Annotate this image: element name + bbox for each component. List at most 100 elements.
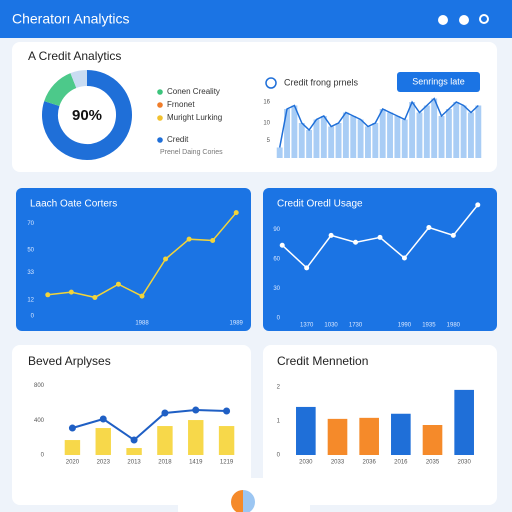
x-tick-label: 2018 <box>158 460 172 466</box>
point <box>186 236 192 242</box>
x-tick-label: 2035 <box>426 460 440 466</box>
point <box>139 293 145 299</box>
point <box>45 292 51 298</box>
point <box>210 237 216 243</box>
y-tick-label: 0 <box>277 316 281 322</box>
y-tick-label: 70 <box>27 221 34 227</box>
panel <box>263 345 497 505</box>
donut-segment <box>70 70 88 89</box>
bar <box>438 116 445 158</box>
line <box>72 408 227 442</box>
bar <box>306 130 313 158</box>
bar <box>342 112 349 158</box>
x-tick-label: 1730 <box>349 323 363 329</box>
icon-button[interactable] <box>438 15 448 25</box>
bar <box>157 426 173 455</box>
panel-title: Credit Oredl Usage <box>277 199 363 210</box>
app-title: Cheratorı Analytics <box>12 11 130 27</box>
x-tick-label: 1030 <box>324 323 338 329</box>
bar <box>188 420 204 455</box>
y-tick-label: 60 <box>273 257 280 263</box>
bar <box>453 102 460 158</box>
legend-label: Frnonet <box>167 100 195 109</box>
point <box>475 202 481 208</box>
bar <box>95 428 111 455</box>
bar <box>409 102 416 158</box>
donut-segment <box>44 73 77 107</box>
bar <box>328 126 335 158</box>
panel-title: A Credit Analytics <box>28 49 121 63</box>
bar <box>401 119 408 158</box>
point <box>401 255 407 261</box>
point <box>304 265 310 271</box>
x-tick-label: 1219 <box>220 460 234 466</box>
point <box>99 415 107 423</box>
point <box>450 232 456 238</box>
bar <box>296 406 316 455</box>
x-tick-label: 1935 <box>422 323 436 329</box>
bar <box>422 425 443 455</box>
panel <box>16 188 251 331</box>
legend-swatch <box>157 102 163 108</box>
point <box>161 409 169 417</box>
settings-button[interactable] <box>397 72 480 92</box>
x-tick-label: 1419 <box>189 460 203 466</box>
bar <box>445 109 452 158</box>
x-tick-label: 2023 <box>97 460 111 466</box>
y-tick-label: 10 <box>263 121 270 127</box>
search-icon[interactable] <box>479 14 489 24</box>
legend-swatch <box>157 89 163 95</box>
legend-label: Credit <box>167 135 189 144</box>
legend-swatch <box>157 137 163 143</box>
y-tick-label: 800 <box>34 383 45 389</box>
button-label[interactable]: Senrings late <box>412 76 465 86</box>
point <box>68 289 74 295</box>
y-tick-label: 33 <box>27 270 34 276</box>
x-tick-label: 2013 <box>127 460 141 466</box>
bar <box>276 147 283 158</box>
x-tick-label: 1990 <box>398 323 412 329</box>
x-tick-label: 1989 <box>230 321 244 327</box>
y-tick-label: 90 <box>273 227 280 233</box>
x-tick-label: 2016 <box>394 460 408 466</box>
bar <box>357 119 364 158</box>
y-tick-label: 0 <box>277 453 281 459</box>
x-tick-label: 1988 <box>135 321 149 327</box>
y-tick-label: 50 <box>27 247 34 253</box>
panel <box>263 188 497 331</box>
bar <box>416 112 423 158</box>
bar <box>327 418 348 455</box>
x-tick-label: 2033 <box>331 460 345 466</box>
icon <box>265 77 277 89</box>
bar <box>320 116 327 158</box>
y-tick-label: 0 <box>31 314 35 320</box>
y-tick-label: 5 <box>267 138 271 144</box>
legend-swatch <box>157 115 163 121</box>
point <box>426 225 432 231</box>
panel-title: Beved Arplyses <box>28 354 111 368</box>
panel-title: Credit Mennetion <box>277 354 368 368</box>
y-tick-label: 16 <box>263 100 270 106</box>
bar <box>372 123 379 158</box>
point <box>353 239 359 245</box>
bar <box>284 109 290 158</box>
point <box>377 234 383 240</box>
x-tick-label: 2036 <box>362 460 376 466</box>
bar <box>335 123 342 158</box>
legend-label: Muright Lurking <box>167 113 222 122</box>
bar <box>350 116 357 158</box>
point <box>92 294 98 300</box>
panel <box>12 345 251 505</box>
point <box>233 210 239 216</box>
bar <box>291 105 298 158</box>
bar <box>387 112 393 158</box>
donut-center-label: 90% <box>72 107 102 124</box>
point <box>163 256 169 262</box>
legend-note: Prenel Daing Cories <box>160 149 223 156</box>
icon-button[interactable] <box>459 15 469 25</box>
bar <box>218 426 235 455</box>
y-tick-label: 12 <box>27 298 34 304</box>
panel-title: Laach Oate Corters <box>30 199 117 210</box>
bar <box>298 123 305 158</box>
